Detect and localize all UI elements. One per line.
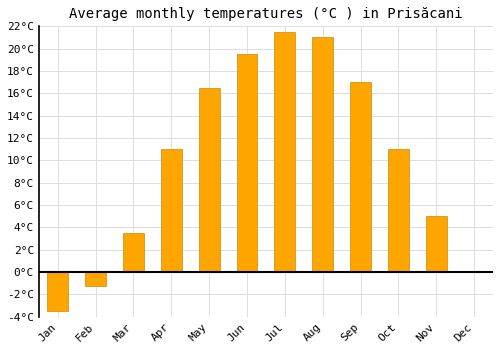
Bar [198,88,220,272]
Title: Average monthly temperatures (°C ) in Prisăcani: Average monthly temperatures (°C ) in Pr… [69,7,462,21]
Bar [350,82,371,272]
Bar [388,149,409,272]
Bar [236,54,258,272]
Bar [274,32,295,272]
Bar [85,272,106,286]
Bar [123,233,144,272]
Bar [161,149,182,272]
Bar [48,272,68,311]
Bar [426,216,446,272]
Bar [312,37,333,272]
